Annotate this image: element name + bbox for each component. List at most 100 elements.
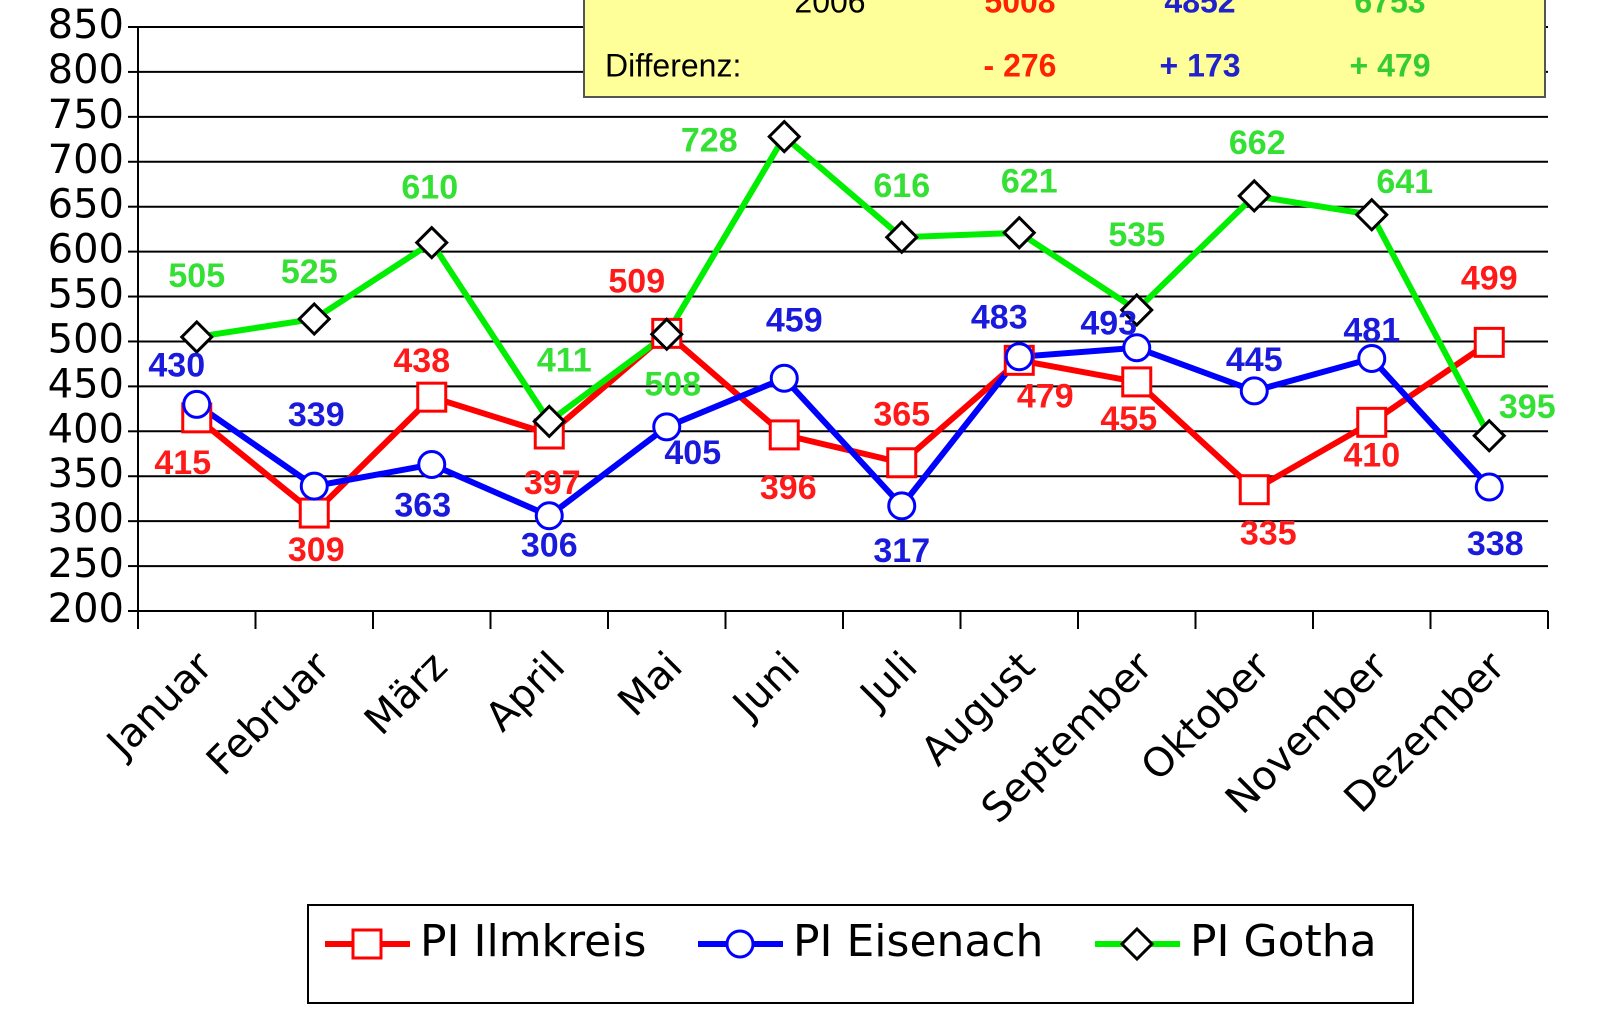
data-label: 306 (521, 527, 578, 565)
data-label: 363 (394, 487, 451, 525)
y-tick-label: 800 (48, 47, 124, 93)
marker (769, 363, 799, 393)
y-tick-label: 600 (48, 227, 124, 273)
y-tick-label: 500 (48, 316, 124, 362)
marker (1237, 178, 1272, 214)
marker (1004, 342, 1034, 372)
annotation-box (583, 0, 1546, 98)
data-label: 610 (401, 169, 458, 207)
data-label: 728 (681, 122, 738, 160)
marker (414, 225, 449, 260)
data-label: 616 (873, 167, 930, 205)
annotation-cell: 6753 (1354, 0, 1425, 19)
marker (886, 447, 918, 479)
data-label: 525 (281, 253, 338, 291)
marker (297, 301, 332, 337)
data-label: 459 (766, 301, 823, 339)
data-label: 455 (1100, 400, 1157, 438)
data-label: 479 (1017, 377, 1074, 415)
x-tick-label: April (477, 643, 574, 740)
marker (887, 491, 917, 521)
data-label: 499 (1461, 259, 1518, 297)
data-label: 405 (664, 434, 721, 472)
data-label: 335 (1240, 515, 1297, 553)
marker (1473, 326, 1505, 358)
data-label: 415 (154, 444, 211, 482)
data-label: 505 (168, 257, 225, 295)
x-tick-label: Mai (609, 643, 691, 725)
marker (884, 220, 919, 255)
marker (1357, 344, 1387, 374)
marker (179, 319, 214, 355)
data-label: 641 (1376, 163, 1433, 201)
data-label: 493 (1080, 305, 1137, 343)
marker (652, 412, 682, 442)
data-label: 338 (1467, 525, 1524, 563)
series-line (196, 132, 1492, 438)
marker (1122, 333, 1152, 363)
marker (298, 497, 330, 529)
data-label: 621 (1001, 163, 1058, 201)
marker (1474, 472, 1504, 502)
data-label: 445 (1226, 341, 1283, 379)
marker (768, 419, 800, 451)
x-tick-label: März (356, 643, 457, 744)
annotation-cell: - 276 (984, 47, 1057, 83)
annotation-cell: 2006 (794, 0, 865, 19)
data-label: 397 (524, 464, 581, 502)
data-label: 508 (644, 365, 701, 403)
legend-box (307, 904, 1414, 1004)
marker (725, 929, 755, 959)
marker (417, 450, 447, 480)
data-label: 410 (1343, 436, 1400, 474)
y-tick-label: 200 (48, 586, 124, 632)
data-label: 309 (288, 531, 345, 569)
legend-label: PI Gotha (1190, 916, 1377, 967)
data-label: 483 (971, 299, 1028, 337)
data-label: 339 (288, 396, 345, 434)
x-tick-label: Juni (722, 643, 809, 730)
y-tick-label: 400 (48, 406, 124, 452)
marker (1119, 292, 1154, 328)
data-label: 396 (760, 469, 817, 507)
data-label: 509 (608, 262, 665, 300)
legend-label: PI Ilmkreis (420, 916, 646, 967)
y-tick-label: 650 (48, 182, 124, 228)
marker (649, 317, 684, 352)
data-label: 430 (148, 346, 205, 384)
annotation-cell: 5008 (984, 0, 1055, 19)
marker (532, 404, 567, 439)
marker (767, 119, 802, 154)
y-tick-label: 350 (48, 451, 124, 497)
marker (1354, 197, 1389, 232)
marker (299, 471, 329, 501)
data-label: 395 (1499, 388, 1556, 426)
y-tick-label: 750 (48, 92, 124, 138)
marker (534, 501, 564, 531)
data-label: 411 (537, 341, 592, 379)
y-tick-label: 300 (48, 496, 124, 542)
marker (351, 928, 383, 960)
series-line (194, 329, 1491, 518)
legend-label: PI Eisenach (793, 916, 1043, 967)
marker (1002, 215, 1037, 250)
marker (1472, 418, 1507, 453)
marker (182, 389, 212, 419)
data-label: 662 (1229, 124, 1286, 162)
data-label: 438 (393, 342, 450, 380)
marker (1356, 406, 1388, 438)
series-line (195, 344, 1492, 520)
x-tick-label: Februar (198, 643, 340, 785)
marker (416, 381, 448, 413)
marker (1238, 474, 1270, 506)
data-label: 317 (873, 532, 930, 570)
data-label: 535 (1108, 216, 1165, 254)
marker (1119, 926, 1155, 962)
x-tick-label: Juli (850, 643, 927, 720)
y-tick-label: 550 (48, 272, 124, 318)
y-tick-label: 850 (48, 2, 124, 48)
annotation-cell: 4852 (1164, 0, 1235, 19)
y-tick-label: 250 (48, 541, 124, 587)
marker (1121, 366, 1153, 398)
